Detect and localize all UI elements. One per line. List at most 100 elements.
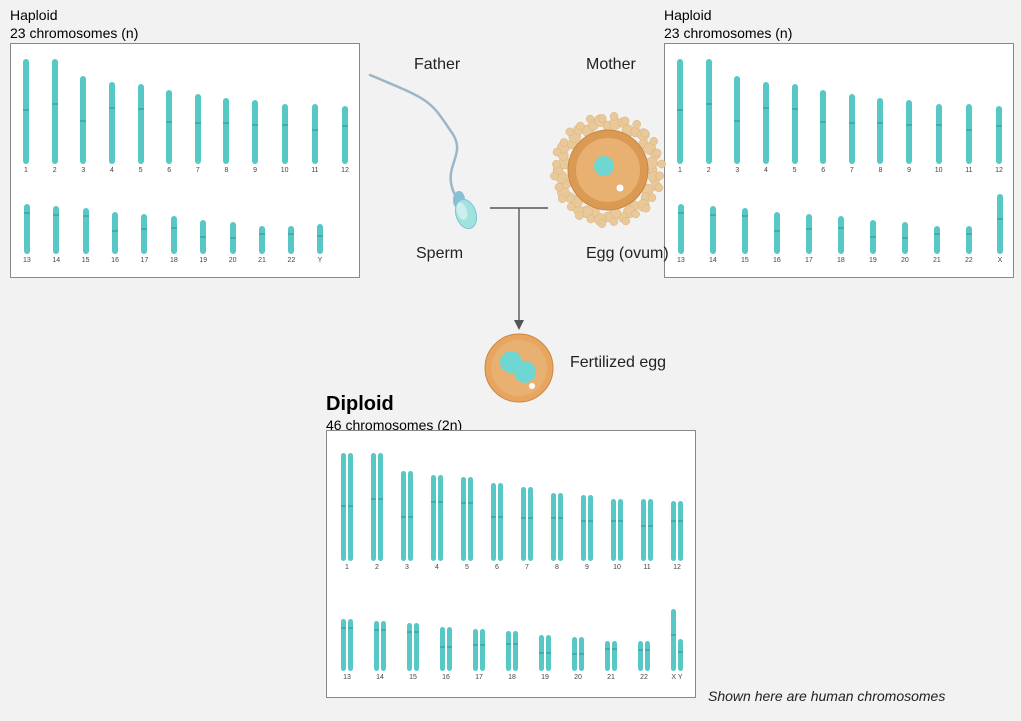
chromosome-pair: 19 bbox=[539, 635, 551, 681]
chromosome-number: 5 bbox=[793, 167, 797, 174]
chromosome-number: 4 bbox=[110, 167, 114, 174]
chromosome-number: 19 bbox=[541, 674, 549, 681]
sperm-label: Sperm bbox=[416, 245, 463, 263]
father-panel-line2: 23 chromosomes (n) bbox=[10, 25, 138, 41]
chromosome: 13 bbox=[23, 204, 31, 264]
chromosome-number: 20 bbox=[574, 674, 582, 681]
chromosome: 3 bbox=[80, 76, 86, 174]
chromosome-number: 3 bbox=[405, 564, 409, 571]
chromosome-number: 6 bbox=[495, 564, 499, 571]
egg-icon bbox=[550, 112, 665, 227]
mother-panel-title: Haploid 23 chromosomes (n) bbox=[664, 7, 792, 42]
chromosome: 15 bbox=[82, 208, 90, 264]
chromosome-number: 15 bbox=[82, 257, 90, 264]
diploid-panel-line1: Diploid bbox=[326, 393, 394, 415]
chromosome-pair: 21 bbox=[605, 641, 617, 681]
chromosome-number: 22 bbox=[288, 257, 296, 264]
chromosome-number: 13 bbox=[343, 674, 351, 681]
chromosome-number: 1 bbox=[345, 564, 349, 571]
father-label: Father bbox=[414, 56, 460, 74]
chromosome-number: 16 bbox=[111, 257, 119, 264]
sperm-icon bbox=[370, 75, 480, 231]
chromosome: 18 bbox=[837, 216, 845, 264]
chromosome: 18 bbox=[170, 216, 178, 264]
chromosome-number: 14 bbox=[52, 257, 60, 264]
chromosome-number: 16 bbox=[773, 257, 781, 264]
chromosome-number: 2 bbox=[375, 564, 379, 571]
chromosome-number: 12 bbox=[995, 167, 1003, 174]
chromosome-number: 12 bbox=[341, 167, 349, 174]
caption-label: Shown here are human chromosomes bbox=[708, 688, 945, 704]
chromosome-number: 17 bbox=[141, 257, 149, 264]
chromosome-pair: 14 bbox=[374, 621, 386, 681]
chromosome-number: 15 bbox=[741, 257, 749, 264]
chromosome: 16 bbox=[773, 212, 781, 264]
chromosome: 19 bbox=[199, 220, 207, 264]
chromosome: 17 bbox=[141, 214, 149, 264]
chromosome-pair: 7 bbox=[521, 487, 533, 571]
chromosome-number: 18 bbox=[508, 674, 516, 681]
egg-label: Egg (ovum) bbox=[586, 245, 669, 263]
chromosome-number: 17 bbox=[475, 674, 483, 681]
chromosome: 12 bbox=[995, 106, 1003, 174]
chromosome: 2 bbox=[706, 59, 712, 174]
fertilized-egg-icon bbox=[485, 334, 553, 402]
chromosome: 6 bbox=[166, 90, 172, 174]
chromosome-number: 10 bbox=[281, 167, 289, 174]
chromosome-number: 18 bbox=[170, 257, 178, 264]
chromosome-number: 7 bbox=[196, 167, 200, 174]
chromosome-pair: X Y bbox=[671, 609, 683, 681]
chromosome: 7 bbox=[849, 94, 855, 174]
chromosome-number: 9 bbox=[907, 167, 911, 174]
chromosome-number: 22 bbox=[965, 257, 973, 264]
chromosome-number: 3 bbox=[735, 167, 739, 174]
chromosome: 7 bbox=[195, 94, 201, 174]
chromosome-pair: 9 bbox=[581, 495, 593, 571]
chromosome-number: 20 bbox=[901, 257, 909, 264]
chromosome-pair: 6 bbox=[491, 483, 503, 571]
chromosome-pair: 18 bbox=[506, 631, 518, 681]
chromosome-number: 11 bbox=[965, 167, 972, 174]
mother-haploid-panel: 12345678910111213141516171819202122X bbox=[664, 43, 1014, 278]
chromosome-number: Y bbox=[318, 257, 323, 264]
chromosome: 11 bbox=[965, 104, 972, 174]
chromosome-number: 14 bbox=[376, 674, 384, 681]
chromosome: 5 bbox=[792, 84, 798, 174]
chromosome-number: 20 bbox=[229, 257, 237, 264]
chromosome-pair: 16 bbox=[440, 627, 452, 681]
chromosome-number: 2 bbox=[53, 167, 57, 174]
diploid-panel-title: Diploid 46 chromosomes (2n) bbox=[326, 392, 462, 435]
chromosome-pair: 10 bbox=[611, 499, 623, 571]
chromosome: 1 bbox=[677, 59, 683, 174]
chromosome-number: 8 bbox=[879, 167, 883, 174]
chromosome-number: 3 bbox=[81, 167, 85, 174]
chromosome-number: 10 bbox=[935, 167, 943, 174]
chromosome-number: 1 bbox=[24, 167, 28, 174]
chromosome-number: 6 bbox=[167, 167, 171, 174]
chromosome: 6 bbox=[820, 90, 826, 174]
chromosome: 21 bbox=[933, 226, 941, 264]
chromosome-number: 13 bbox=[23, 257, 31, 264]
chromosome: 9 bbox=[252, 100, 258, 174]
chromosome: Y bbox=[317, 224, 323, 264]
chromosome: 19 bbox=[869, 220, 877, 264]
chromosome-number: 10 bbox=[613, 564, 621, 571]
chromosome-number: 11 bbox=[311, 167, 318, 174]
chromosome-number: 6 bbox=[821, 167, 825, 174]
chromosome-number: 4 bbox=[764, 167, 768, 174]
chromosome-number: 4 bbox=[435, 564, 439, 571]
chromosome-number: 22 bbox=[640, 674, 648, 681]
chromosome: 4 bbox=[763, 82, 769, 174]
chromosome: 21 bbox=[258, 226, 266, 264]
chromosome-number: 18 bbox=[837, 257, 845, 264]
chromosome: 10 bbox=[935, 104, 943, 174]
chromosome-pair: 1 bbox=[341, 453, 353, 571]
chromosome: 1 bbox=[23, 59, 29, 174]
chromosome: 4 bbox=[109, 82, 115, 174]
chromosome-pair: 13 bbox=[341, 619, 353, 681]
chromosome: 16 bbox=[111, 212, 119, 264]
chromosome-number: 8 bbox=[225, 167, 229, 174]
chromosome: 3 bbox=[734, 76, 740, 174]
mother-panel-line2: 23 chromosomes (n) bbox=[664, 25, 792, 41]
chromosome-number: 9 bbox=[585, 564, 589, 571]
